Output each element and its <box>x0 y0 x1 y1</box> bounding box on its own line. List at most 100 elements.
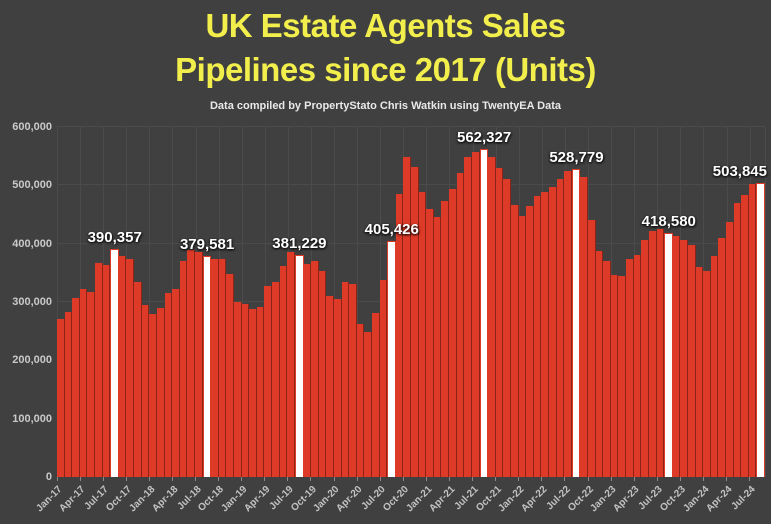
h-gridline <box>57 126 765 127</box>
bar-Oct-23 <box>680 240 688 477</box>
x-axis-labels: Jan-17 Apr-17 Jul-17 Oct-17 Jan-18 Apr-18 Jul-… <box>35 477 765 523</box>
y-tick-label: 300,000 <box>12 296 52 308</box>
chart-subtitle: Data compiled by PropertyStato Chris Wat… <box>209 100 562 112</box>
bar-value-label-Aug-21: 562,327 <box>456 128 512 146</box>
x-tick-mark <box>310 477 312 481</box>
x-tick-mark <box>333 477 335 481</box>
bar-Mar-23 <box>626 258 634 477</box>
bar-Sep-22 <box>580 176 589 477</box>
chart-title-line1: UK Estate Agents Sales <box>205 7 566 44</box>
x-tick-mark <box>402 477 404 481</box>
bar-May-21 <box>456 173 465 477</box>
x-tick-mark <box>379 477 381 481</box>
bar-Sep-21 <box>488 156 496 477</box>
bar-Feb-18 <box>156 308 165 477</box>
x-tick-mark <box>541 477 543 481</box>
bar-Dec-18 <box>234 302 242 477</box>
bar-Apr-19 <box>264 285 273 477</box>
bar-May-24 <box>733 202 742 477</box>
bar-Apr-21 <box>449 188 457 477</box>
v-gridline <box>765 127 766 477</box>
bar-Aug-19 <box>294 254 304 477</box>
bar-May-19 <box>272 282 280 477</box>
bar-Aug-20 <box>387 240 396 477</box>
bar-Sep-17 <box>118 255 127 477</box>
bar-Oct-17 <box>126 258 135 477</box>
bar-Feb-24 <box>710 255 719 477</box>
bar-Nov-17 <box>134 281 142 477</box>
bar-Feb-20 <box>341 282 350 477</box>
bar-Jan-18 <box>149 314 157 477</box>
x-tick-mark <box>56 477 58 481</box>
bar-value-label-Aug-17: 390,357 <box>87 229 142 247</box>
bar-Jun-23 <box>648 230 657 477</box>
bar-Jul-22 <box>564 170 572 477</box>
x-tick-mark <box>472 477 474 481</box>
bar-Feb-21 <box>433 217 442 477</box>
bar-Nov-21 <box>503 178 511 477</box>
bar-Jan-22 <box>518 215 527 477</box>
bar-Jul-21 <box>471 152 480 477</box>
v-gridline <box>357 127 359 477</box>
x-tick-mark <box>241 477 243 481</box>
bar-Apr-22 <box>541 191 549 477</box>
x-tick-mark <box>448 477 450 481</box>
x-tick-mark <box>587 477 589 481</box>
x-tick-mark <box>679 477 681 481</box>
bar-Feb-23 <box>618 276 627 477</box>
bar-Dec-22 <box>603 260 611 477</box>
bar-Mar-21 <box>441 200 450 477</box>
y-tick-label: 600,000 <box>12 121 52 133</box>
bar-value-label-Aug-22: 528,779 <box>549 148 604 166</box>
y-tick-label: 200,000 <box>12 354 52 367</box>
bar-value-label-Aug-20: 405,426 <box>364 220 419 238</box>
bar-Jul-19 <box>287 251 295 477</box>
bar-Apr-24 <box>726 221 734 477</box>
bar-Jul-23 <box>656 229 665 477</box>
bar-value-label-Aug-24: 503,845 <box>712 163 767 181</box>
x-tick-mark <box>171 477 173 481</box>
bar-value-label-Aug-23: 418,580 <box>641 212 696 230</box>
bar-Oct-21 <box>495 168 504 477</box>
x-tick-mark <box>148 477 150 481</box>
bar-Oct-20 <box>403 157 412 477</box>
bar-May-18 <box>179 260 188 477</box>
y-tick-label: 100,000 <box>12 412 52 425</box>
x-tick-mark <box>518 477 520 481</box>
bar-Aug-21 <box>479 148 489 477</box>
x-tick-mark <box>79 477 81 481</box>
x-tick-mark <box>195 477 197 481</box>
bar-Jun-24 <box>741 195 749 477</box>
bar-Dec-19 <box>326 295 334 477</box>
x-tick-mark <box>287 477 289 481</box>
x-tick-mark <box>495 477 497 481</box>
bar-Nov-19 <box>318 270 327 477</box>
bar-Jan-20 <box>333 299 342 477</box>
bar-Mar-18 <box>164 293 173 477</box>
bar-Sep-20 <box>395 193 404 477</box>
bar-Dec-23 <box>695 267 704 477</box>
x-tick-mark <box>702 477 704 481</box>
x-tick-mark <box>656 477 658 481</box>
x-tick-mark <box>425 477 427 481</box>
bar-May-20 <box>364 332 372 477</box>
bar-May-22 <box>549 186 557 477</box>
bar-Jan-21 <box>426 209 434 477</box>
bar-Jan-19 <box>241 304 250 477</box>
bar-Mar-19 <box>256 306 265 477</box>
bar-Oct-19 <box>311 260 319 477</box>
x-tick-mark <box>564 477 566 481</box>
bar-Jun-22 <box>556 178 565 477</box>
x-tick-mark <box>610 477 612 481</box>
bars-container <box>57 127 766 477</box>
bar-Jun-18 <box>187 250 195 477</box>
bar-Oct-18 <box>218 259 227 477</box>
v-gridline <box>57 127 58 477</box>
bar-Apr-17 <box>79 289 88 477</box>
bar-Nov-20 <box>411 166 419 477</box>
x-tick-mark <box>356 477 358 481</box>
bar-May-17 <box>87 292 96 477</box>
bar-Feb-19 <box>249 309 257 477</box>
bar-Aug-22 <box>571 168 581 477</box>
